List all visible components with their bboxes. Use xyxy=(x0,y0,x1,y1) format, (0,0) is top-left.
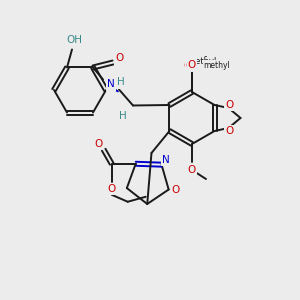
Text: O: O xyxy=(225,100,234,110)
Text: O: O xyxy=(186,61,194,71)
Text: H: H xyxy=(119,112,127,122)
Text: H: H xyxy=(117,77,125,88)
Text: methyl: methyl xyxy=(203,61,230,70)
Text: O: O xyxy=(115,53,123,64)
Text: O: O xyxy=(108,184,116,194)
Text: O: O xyxy=(188,165,196,175)
Text: OH: OH xyxy=(66,35,82,46)
Text: O: O xyxy=(172,184,180,194)
Text: methyl: methyl xyxy=(187,58,217,67)
Text: O: O xyxy=(188,60,196,70)
Text: O: O xyxy=(184,61,192,71)
Text: N: N xyxy=(162,155,170,165)
Text: O: O xyxy=(225,126,234,136)
Text: O: O xyxy=(94,139,103,149)
Text: N: N xyxy=(107,80,115,89)
